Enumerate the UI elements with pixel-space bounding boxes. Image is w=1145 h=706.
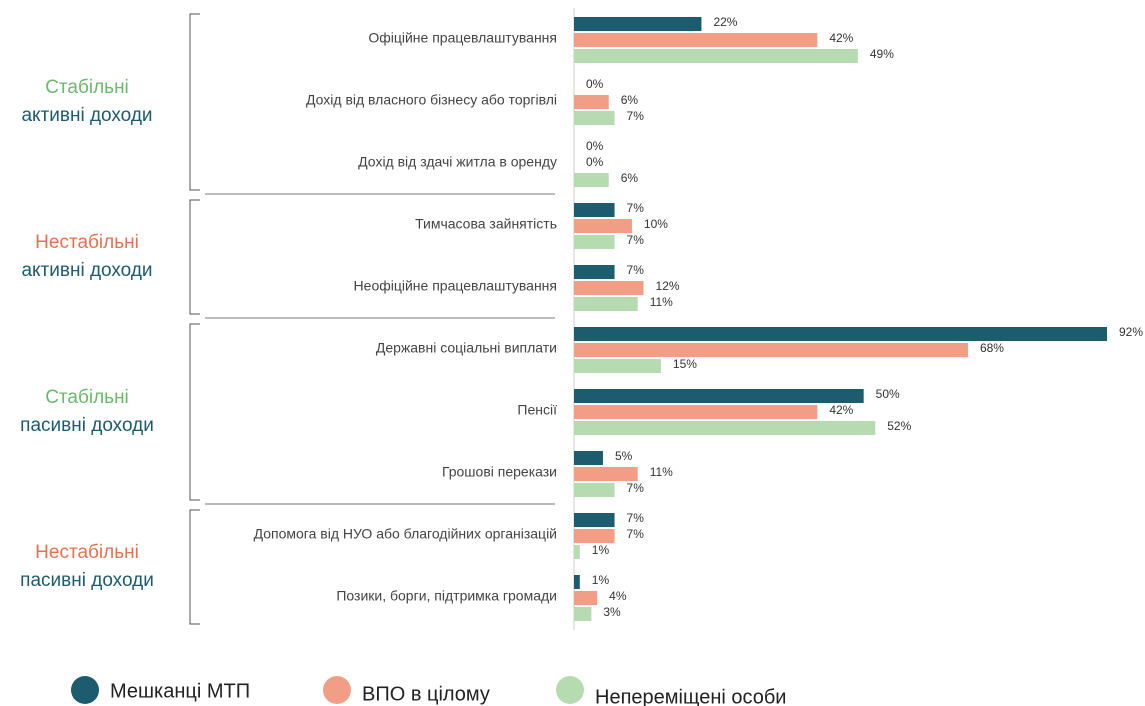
value-label: 68%: [980, 341, 1004, 355]
bar: [574, 281, 644, 295]
bar: [574, 235, 615, 249]
bar: [574, 467, 638, 481]
bar: [574, 529, 615, 543]
value-label: 7%: [627, 233, 645, 247]
group-label: активні доходи: [21, 105, 152, 126]
group-label: пасивні доходи: [20, 415, 154, 436]
value-label: 7%: [627, 511, 645, 525]
group-bracket: [189, 199, 200, 315]
value-label: 11%: [650, 465, 673, 479]
legend-label: ВПО в цілому: [362, 683, 490, 705]
value-label: 7%: [627, 201, 645, 215]
group-label: Нестабільні: [35, 542, 139, 563]
value-label: 42%: [829, 31, 853, 45]
value-label: 7%: [627, 481, 645, 495]
category-label: Державні соціальні виплати: [376, 340, 557, 356]
bar: [574, 343, 968, 357]
bar: [574, 421, 876, 435]
value-label: 50%: [876, 387, 900, 401]
bar: [574, 359, 661, 373]
value-label: 3%: [603, 605, 621, 619]
legend-swatch: [323, 676, 351, 704]
value-label: 1%: [592, 543, 610, 557]
bar: [574, 33, 818, 47]
group-label: Стабільні: [45, 387, 129, 408]
bar: [574, 405, 818, 419]
value-label: 10%: [644, 217, 668, 231]
bar: [574, 389, 864, 403]
legend-label: Непереміщені особи: [595, 686, 786, 706]
value-label: 0%: [586, 155, 604, 169]
value-label: 15%: [673, 357, 697, 371]
category-label: Дохід від власного бізнесу або торгівлі: [306, 92, 557, 108]
legend-swatch: [556, 676, 584, 704]
bar: [574, 607, 592, 621]
value-label: 92%: [1119, 325, 1143, 339]
value-label: 7%: [627, 527, 645, 541]
value-label: 49%: [870, 47, 894, 61]
value-label: 4%: [609, 589, 627, 603]
bar: [574, 513, 615, 527]
category-label: Офіційне працевлаштування: [368, 30, 557, 46]
bar: [574, 591, 598, 605]
category-label: Дохід від здачі житла в оренду: [358, 154, 557, 170]
legend-label: Мешканці МТП: [110, 680, 250, 702]
bar: [574, 203, 615, 217]
value-label: 11%: [650, 295, 673, 309]
category-label: Грошові перекази: [442, 464, 557, 480]
bar: [574, 111, 615, 125]
bar: [574, 451, 603, 465]
value-label: 7%: [627, 109, 645, 123]
bar: [574, 545, 580, 559]
group-bracket: [189, 509, 200, 625]
bar: [574, 173, 609, 187]
legend-swatch: [71, 676, 99, 704]
bar: [574, 483, 615, 497]
category-label: Позики, борги, підтримка громади: [336, 588, 557, 604]
group-label: пасивні доходи: [20, 570, 154, 591]
category-label: Неофіційне працевлаштування: [354, 278, 557, 294]
group-bracket: [189, 13, 200, 191]
value-label: 1%: [592, 573, 610, 587]
bar: [574, 49, 858, 63]
bar: [574, 297, 638, 311]
group-bracket: [189, 323, 200, 501]
bar: [574, 219, 632, 233]
value-label: 52%: [887, 419, 911, 433]
value-label: 6%: [621, 171, 639, 185]
value-label: 5%: [615, 449, 633, 463]
group-label: активні доходи: [21, 260, 152, 281]
category-label: Тимчасова зайнятість: [415, 216, 557, 232]
value-label: 0%: [586, 77, 604, 91]
bar: [574, 95, 609, 109]
value-label: 7%: [627, 263, 645, 277]
group-label: Стабільні: [45, 77, 129, 98]
category-label: Допомога від НУО або благодійних організ…: [254, 526, 557, 542]
bar: [574, 265, 615, 279]
value-label: 0%: [586, 139, 604, 153]
group-label: Нестабільні: [35, 232, 139, 253]
bar: [574, 327, 1107, 341]
bar: [574, 17, 702, 31]
value-label: 12%: [656, 279, 680, 293]
category-label: Пенсії: [517, 402, 557, 418]
value-label: 42%: [829, 403, 853, 417]
value-label: 6%: [621, 93, 639, 107]
bar: [574, 575, 580, 589]
value-label: 22%: [713, 15, 737, 29]
